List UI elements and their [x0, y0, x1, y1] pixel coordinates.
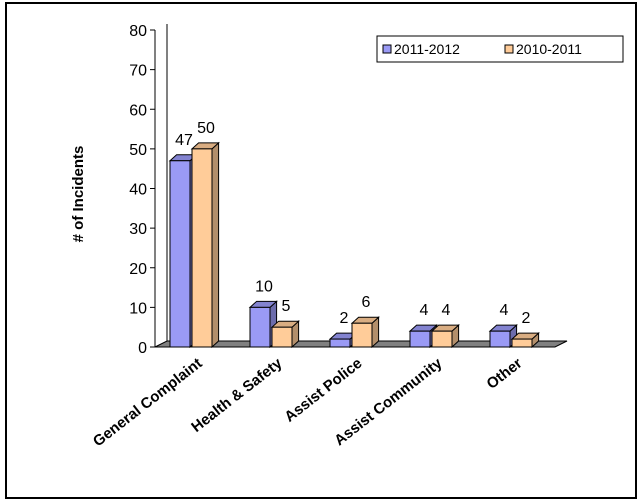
bar-2010-2011-4: [510, 331, 540, 349]
bar-front: [489, 330, 511, 348]
y-tick-label: 70: [129, 63, 147, 80]
data-label: 10: [255, 278, 273, 295]
bar-2010-2011-2: [350, 316, 380, 349]
bar-2010-2011-1: [270, 320, 300, 349]
legend-label: 2010-2011: [516, 41, 582, 57]
data-label: 4: [500, 302, 509, 319]
y-axis-label: # of Incidents: [70, 146, 87, 243]
bar-front: [431, 330, 453, 348]
data-label: 4: [442, 302, 451, 319]
bar-front: [329, 338, 351, 348]
bar-front: [191, 148, 213, 348]
data-label: 6: [362, 294, 371, 311]
category-label: Assist Police: [281, 355, 365, 426]
y-tick-label: 30: [129, 221, 147, 238]
y-tick-label: 50: [129, 142, 147, 159]
data-label: 4: [420, 302, 429, 319]
data-label: 50: [197, 120, 215, 137]
category-label: General Complaint: [90, 355, 206, 451]
legend-box: [376, 35, 624, 63]
legend: 2011-2012 2010-2011: [376, 35, 624, 63]
y-tick-label: 80: [129, 23, 147, 40]
y-tick-label: 60: [129, 102, 147, 119]
y-tick-label: 0: [138, 340, 147, 357]
legend-swatch: [504, 44, 514, 54]
bar-front: [249, 306, 271, 348]
bar-2011-2012-4: [488, 324, 518, 349]
bar-front: [511, 338, 533, 348]
chart-frame: 0 10 20 30 40 50 60 70 80 47 50 General Complaint 1…: [5, 2, 637, 499]
bar-2010-2011-0: [190, 141, 220, 349]
legend-swatch: [382, 44, 392, 54]
y-tick-label: 10: [129, 300, 147, 317]
bar-front: [351, 322, 373, 348]
bars-layer: [168, 141, 540, 349]
legend-label: 2011-2012: [394, 41, 460, 57]
category-label: Other: [483, 355, 525, 393]
data-label: 2: [522, 310, 531, 327]
bar-front: [409, 330, 431, 348]
bar-2010-2011-3: [430, 324, 460, 349]
bar-front: [169, 160, 191, 348]
y-tick-label: 40: [129, 182, 147, 199]
data-label: 5: [282, 298, 291, 315]
bar-side: [211, 141, 220, 349]
data-label: 2: [340, 310, 349, 327]
y-tick-label: 20: [129, 261, 147, 278]
data-label: 47: [175, 132, 193, 149]
bar-front: [271, 326, 293, 348]
